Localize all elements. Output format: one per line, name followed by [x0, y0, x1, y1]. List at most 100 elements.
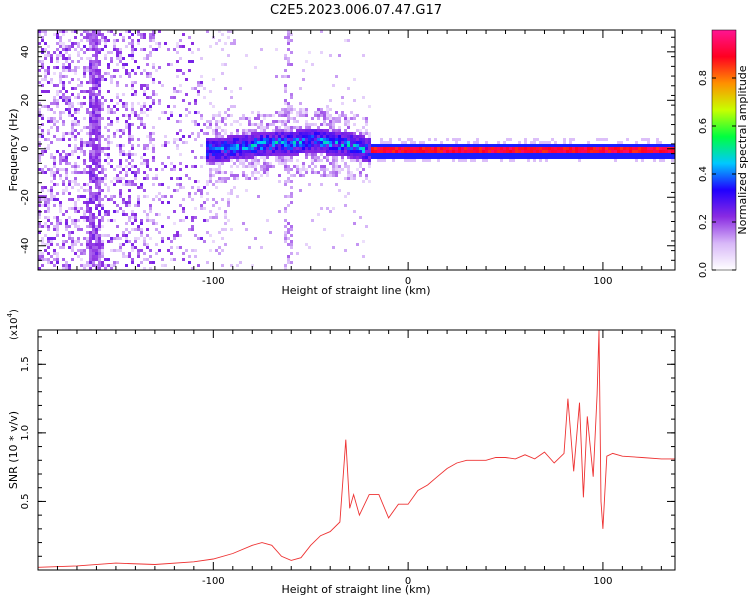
heatmap-cell — [98, 48, 101, 51]
heatmap-cell — [419, 153, 422, 156]
heatmap-cell — [50, 240, 53, 243]
heatmap-cell — [497, 141, 500, 144]
heatmap-cell — [404, 153, 407, 156]
heatmap-cell — [98, 192, 101, 195]
heatmap-cell — [83, 159, 86, 162]
heatmap-cell — [251, 144, 254, 147]
heatmap-cell — [248, 123, 251, 126]
heatmap-cell — [41, 84, 44, 87]
heatmap-cell — [245, 132, 248, 135]
heatmap-cell — [266, 219, 269, 222]
heatmap-cell — [587, 147, 590, 150]
heatmap-cell — [377, 156, 380, 159]
heatmap-cell — [86, 30, 89, 33]
heatmap-cell — [308, 126, 311, 129]
heatmap-cell — [227, 198, 230, 201]
heatmap-cell — [65, 108, 68, 111]
heatmap-cell — [647, 153, 650, 156]
heatmap-cell — [389, 141, 392, 144]
heatmap-cell — [125, 228, 128, 231]
heatmap-cell — [191, 249, 194, 252]
heatmap-cell — [341, 114, 344, 117]
heatmap-cell — [230, 90, 233, 93]
heatmap-cell — [44, 33, 47, 36]
heatmap-cell — [44, 225, 47, 228]
heatmap-cell — [149, 51, 152, 54]
heatmap-cell — [86, 237, 89, 240]
heatmap-cell — [233, 150, 236, 153]
heatmap-cell — [56, 36, 59, 39]
heatmap-cell — [590, 144, 593, 147]
heatmap-cell — [149, 36, 152, 39]
heatmap-cell — [593, 153, 596, 156]
heatmap-cell — [95, 126, 98, 129]
heatmap-cell — [68, 69, 71, 72]
heatmap-cell — [284, 84, 287, 87]
heatmap-cell — [410, 153, 413, 156]
heatmap-cell — [152, 33, 155, 36]
heatmap-cell — [125, 201, 128, 204]
heatmap-cell — [92, 147, 95, 150]
heatmap-cell — [656, 138, 659, 141]
heatmap-cell — [194, 180, 197, 183]
heatmap-cell — [326, 147, 329, 150]
heatmap-cell — [632, 156, 635, 159]
heatmap-cell — [74, 138, 77, 141]
heatmap-cell — [284, 114, 287, 117]
heatmap-cell — [275, 156, 278, 159]
heatmap-cell — [284, 195, 287, 198]
heatmap-cell — [116, 204, 119, 207]
heatmap-cell — [170, 240, 173, 243]
heatmap-cell — [284, 132, 287, 135]
heatmap-cell — [50, 168, 53, 171]
heatmap-cell — [218, 207, 221, 210]
heatmap-cell — [215, 129, 218, 132]
heatmap-cell — [368, 159, 371, 162]
heatmap-cell — [98, 183, 101, 186]
heatmap-cell — [209, 153, 212, 156]
heatmap-cell — [71, 120, 74, 123]
heatmap-cell — [128, 231, 131, 234]
heatmap-cell — [92, 228, 95, 231]
heatmap-cell — [143, 252, 146, 255]
heatmap-cell — [59, 117, 62, 120]
heatmap-cell — [113, 219, 116, 222]
heatmap-cell — [353, 132, 356, 135]
heatmap-cell — [581, 144, 584, 147]
heatmap-cell — [575, 144, 578, 147]
heatmap-cell — [296, 135, 299, 138]
heatmap-cell — [110, 267, 113, 270]
heatmap-cell — [251, 165, 254, 168]
heatmap-cell — [143, 57, 146, 60]
heatmap-cell — [317, 117, 320, 120]
heatmap-cell — [95, 48, 98, 51]
heatmap-cell — [152, 39, 155, 42]
heatmap-cell — [518, 153, 521, 156]
heatmap-cell — [98, 147, 101, 150]
heatmap-cell — [95, 51, 98, 54]
heatmap-cell — [125, 153, 128, 156]
heatmap-cell — [269, 141, 272, 144]
heatmap-cell — [347, 87, 350, 90]
heatmap-cell — [452, 156, 455, 159]
heatmap-cell — [218, 153, 221, 156]
heatmap-cell — [62, 45, 65, 48]
heatmap-cell — [314, 138, 317, 141]
heatmap-cell — [134, 165, 137, 168]
heatmap-cell — [233, 174, 236, 177]
heatmap-cell — [152, 159, 155, 162]
heatmap-cell — [146, 87, 149, 90]
heatmap-cell — [551, 144, 554, 147]
heatmap-cell — [98, 69, 101, 72]
heatmap-cell — [44, 171, 47, 174]
heatmap-cell — [230, 189, 233, 192]
heatmap-cell — [260, 174, 263, 177]
heatmap-cell — [653, 150, 656, 153]
heatmap-cell — [446, 144, 449, 147]
heatmap-cell — [41, 171, 44, 174]
heatmap-cell — [98, 177, 101, 180]
heatmap-cell — [650, 153, 653, 156]
heatmap-cell — [221, 147, 224, 150]
heatmap-cell — [218, 135, 221, 138]
heatmap-cell — [284, 234, 287, 237]
